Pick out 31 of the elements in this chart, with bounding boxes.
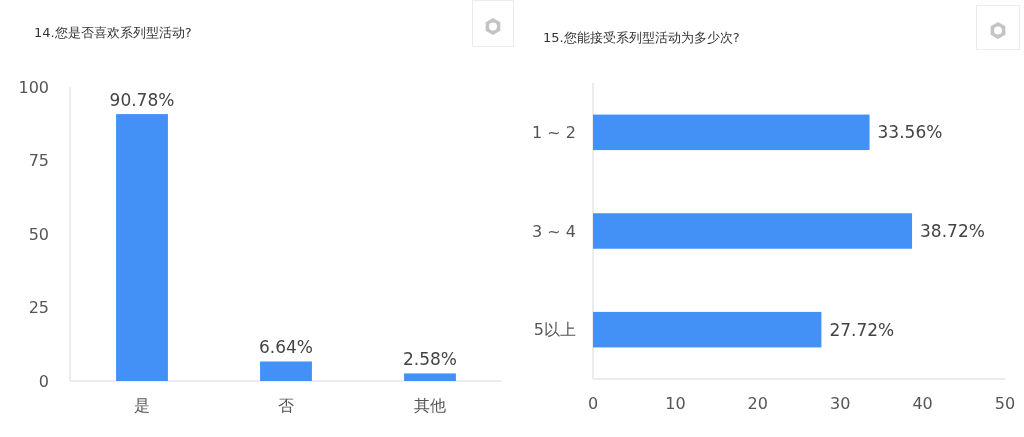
y-tick-label: 0 [38,371,49,391]
bar [593,311,822,348]
x-tick-label: 10 [665,394,686,413]
y-tick-label: 5以上 [533,320,576,340]
y-tick-label: 50 [28,224,49,244]
bar [116,114,168,381]
x-tick-label: 40 [912,394,933,413]
data-label: 6.64% [258,337,314,358]
chart-title: 14.您是否喜欢系列型活动? [34,25,192,40]
x-tick-label: 50 [994,394,1016,413]
y-tick-label: 75 [28,151,49,171]
bar [260,361,312,381]
bar [593,114,870,151]
data-label: 2.58% [402,349,458,370]
y-tick-label: 3 ~ 4 [532,221,576,241]
y-tick-label: 100 [18,77,49,97]
data-label: 27.72% [829,319,895,340]
x-tick-label: 30 [830,394,851,413]
data-label: 90.78% [109,90,175,111]
x-tick-label: 是 [134,396,150,415]
x-tick-label: 否 [278,396,294,415]
x-tick-label: 0 [587,394,599,413]
x-tick-label: 其他 [414,396,446,415]
bar [593,213,913,249]
chart-title: 15.您能接受系列型活动为多少次? [543,30,740,45]
data-label: 33.56% [877,122,943,143]
bar [404,373,456,381]
data-label: 38.72% [920,220,985,241]
y-tick-label: 1 ~ 2 [532,122,576,142]
y-tick-label: 25 [28,298,49,318]
x-tick-label: 20 [747,394,768,413]
